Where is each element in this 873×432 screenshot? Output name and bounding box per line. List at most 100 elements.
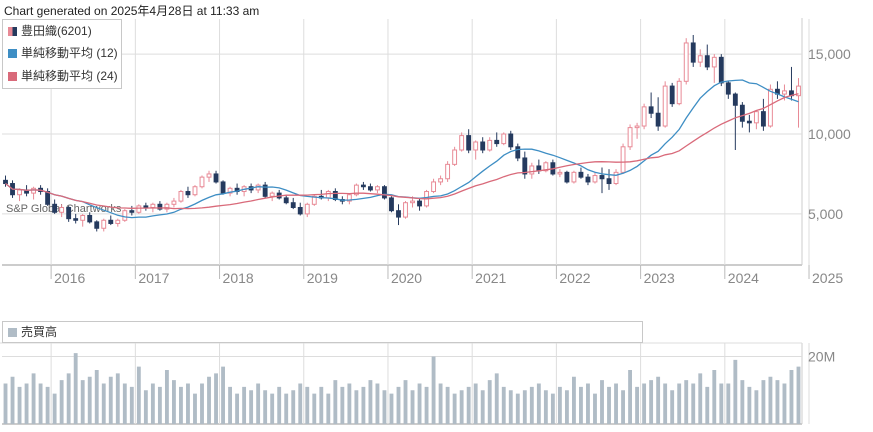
candle-body	[17, 189, 22, 196]
volume-bar	[719, 383, 724, 424]
candle-body	[101, 219, 107, 229]
volume-bar	[45, 386, 50, 424]
candle-body	[683, 42, 689, 82]
legend-item-price[interactable]: 豊田織(6201)	[8, 24, 92, 38]
volume-bar	[277, 386, 282, 424]
volume-tick-label: 20M	[808, 349, 835, 365]
volume-bar	[579, 386, 583, 424]
candle-body	[52, 203, 58, 213]
price-grid	[2, 18, 810, 266]
volume-bar	[66, 373, 71, 424]
candle-body	[704, 55, 710, 68]
candle-body	[578, 171, 584, 178]
candle-body	[522, 157, 528, 175]
volume-bar	[775, 380, 780, 424]
volume-bar	[543, 390, 548, 424]
candle-body	[164, 203, 170, 210]
volume-bar	[186, 383, 190, 424]
volume-bar	[522, 390, 527, 424]
volume-bar	[466, 386, 471, 424]
candle-body	[662, 85, 668, 127]
volume-bar	[73, 353, 78, 424]
volume-bar	[754, 390, 759, 424]
volume-bar	[557, 386, 562, 424]
candle-body	[445, 163, 451, 180]
chart-generated-text: Chart generated on 2025年4月28日 at 11:33 a…	[4, 4, 260, 18]
volume-bar	[614, 383, 618, 424]
volume-grid	[0, 342, 810, 425]
candle-body	[325, 191, 331, 199]
volume-bar	[515, 393, 520, 424]
volume-bar	[564, 390, 569, 424]
volume-bar	[600, 380, 604, 424]
candlesticks	[3, 34, 801, 232]
candle-body	[290, 202, 296, 208]
volume-bar	[143, 390, 148, 424]
volume-bar	[438, 383, 443, 424]
volume-bar	[677, 383, 682, 424]
candle-body	[227, 187, 233, 194]
candle-body	[515, 146, 521, 159]
candle-body	[66, 206, 72, 220]
candle-body	[767, 88, 773, 127]
volume-bar	[670, 390, 675, 424]
candle-body	[45, 191, 51, 205]
candle-body	[480, 141, 486, 151]
volume-bar	[536, 383, 541, 424]
volume-bar	[712, 370, 717, 424]
volume-bar	[235, 393, 240, 424]
candle-body	[143, 205, 149, 208]
volume-bar	[572, 376, 576, 424]
candle-body	[466, 135, 472, 151]
candle-body	[655, 112, 661, 127]
legend-item-sma24[interactable]: 単純移動平均 (24)	[8, 69, 118, 83]
candle-body	[697, 55, 703, 63]
candle-body	[304, 203, 310, 215]
volume-bar	[200, 383, 204, 424]
legend-item-sma12[interactable]: 単純移動平均 (12)	[8, 46, 118, 60]
price-tick-label: 15,000	[808, 46, 851, 62]
volume-bar	[80, 380, 85, 424]
candle-body	[613, 171, 619, 185]
time-tick-label: 2019	[307, 270, 338, 286]
legend-item-volume[interactable]: 売買高	[8, 325, 57, 339]
volume-bar	[382, 390, 387, 424]
time-tick-label: 2025	[812, 270, 843, 286]
volume-bar	[473, 383, 478, 424]
volume-bar	[17, 386, 22, 424]
candle-body	[220, 181, 226, 194]
volume-bar	[586, 383, 590, 424]
candle-body	[410, 200, 415, 204]
volume-bar	[284, 393, 289, 424]
volume-bar	[761, 380, 766, 424]
time-tick-label: 2016	[54, 270, 85, 286]
volume-bar	[789, 370, 794, 424]
candle-body	[3, 179, 8, 185]
candle-body	[739, 104, 745, 122]
candle-swatch-icon	[8, 27, 17, 36]
candle-body	[73, 218, 79, 221]
candle-body	[473, 141, 479, 151]
volume-bar	[494, 373, 499, 424]
candle-body	[178, 191, 184, 202]
volume-bar	[529, 386, 534, 424]
legend-label-price: 豊田織(6201)	[21, 24, 92, 38]
volume-bar	[326, 393, 331, 424]
volume-bar	[431, 356, 436, 424]
candle-body	[634, 125, 640, 129]
volume-bar	[642, 383, 647, 424]
volume-bar	[782, 383, 787, 424]
candle-body	[199, 176, 205, 188]
volume-bar	[628, 370, 632, 424]
volume-bar	[207, 376, 211, 424]
candle-body	[732, 93, 738, 106]
volume-bar	[298, 383, 303, 424]
volume-bar	[424, 386, 429, 424]
volume-bar	[663, 383, 668, 424]
volume-bar	[94, 370, 99, 424]
volume-bar	[38, 383, 43, 424]
candle-body	[501, 133, 507, 145]
volume-bar	[656, 376, 661, 424]
candle-body	[627, 127, 633, 148]
candle-body	[353, 184, 359, 196]
